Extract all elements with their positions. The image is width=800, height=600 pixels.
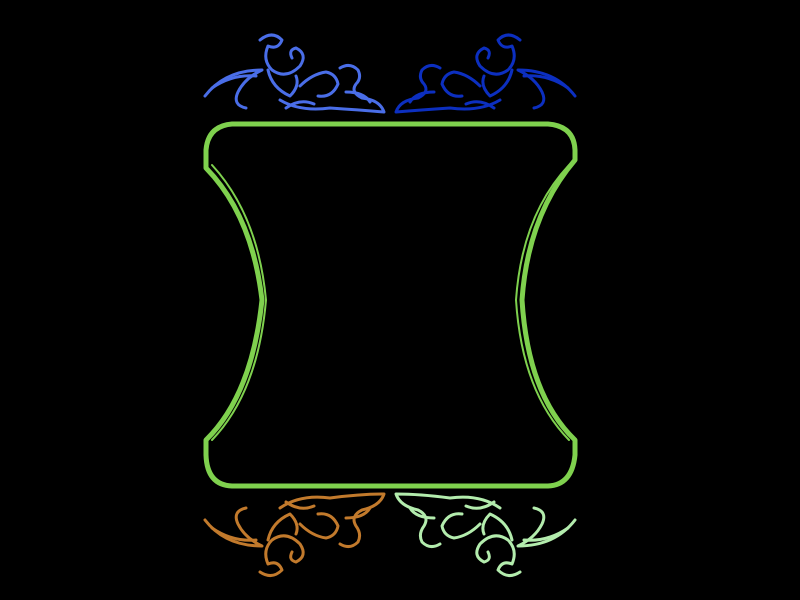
ornament-bottom-right [394, 492, 577, 577]
green-frame-inner-edge [211, 164, 267, 441]
ornament-top-left [203, 33, 386, 114]
green-frame-inner-edge-right [515, 164, 570, 441]
green-frame [203, 121, 578, 489]
ornament-bottom-left [203, 492, 386, 577]
ornament-top-right [394, 33, 577, 114]
